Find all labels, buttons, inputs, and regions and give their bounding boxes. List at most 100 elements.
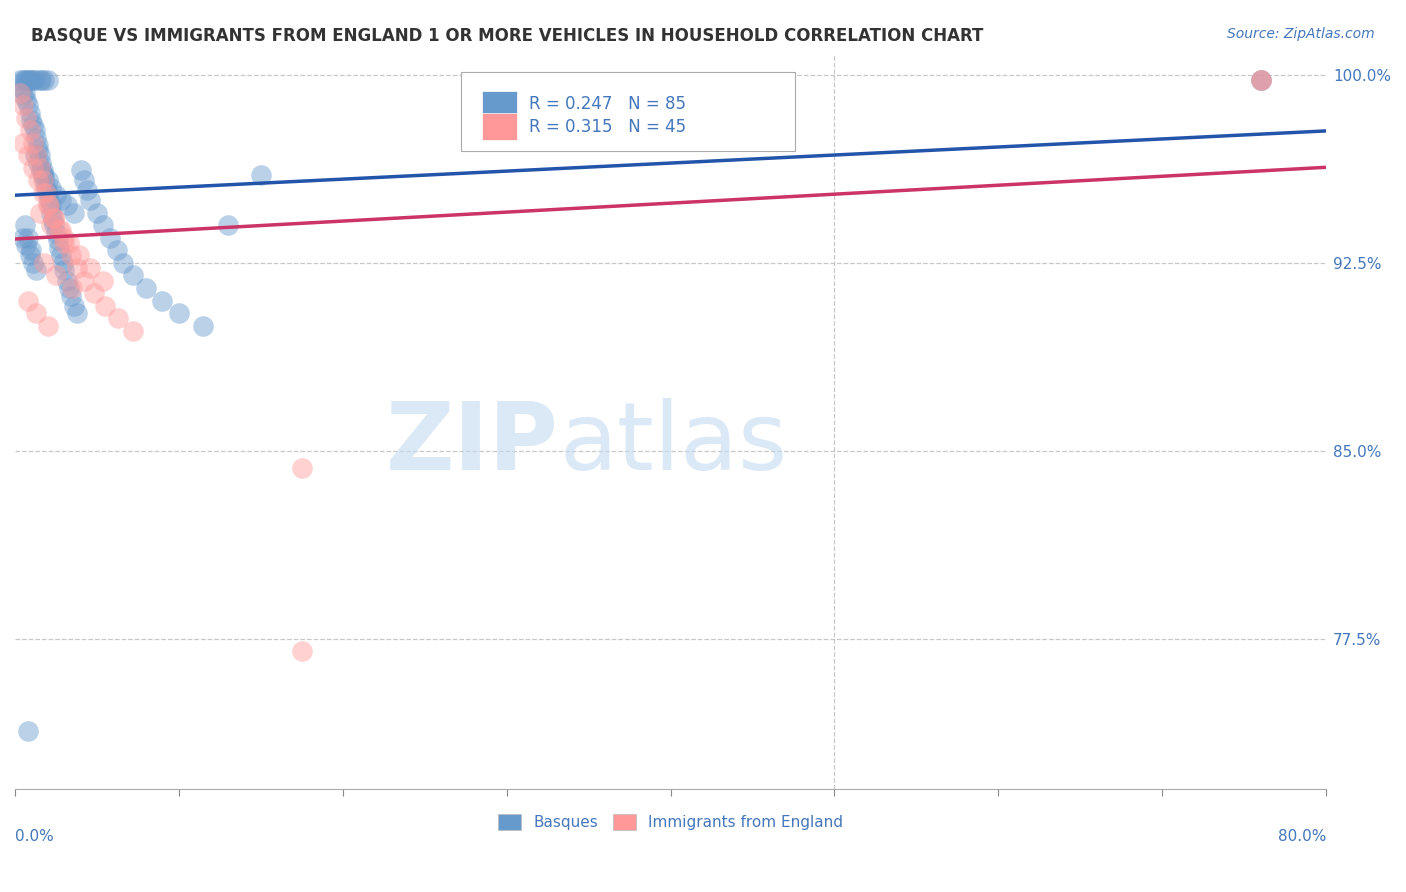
Point <box>56 273 79 287</box>
Point <box>37 173 59 187</box>
Point <box>24 73 46 87</box>
Point <box>1250 73 1272 87</box>
Point <box>37 198 59 212</box>
Point <box>49 223 72 237</box>
Point <box>94 299 117 313</box>
Point <box>44 219 66 233</box>
Text: R = 0.247   N = 85: R = 0.247 N = 85 <box>529 95 686 113</box>
Point <box>76 183 98 197</box>
Point <box>122 268 145 283</box>
Point <box>31 169 53 183</box>
Point <box>167 306 190 320</box>
Point <box>79 194 101 208</box>
Point <box>27 138 49 153</box>
Point <box>20 113 42 128</box>
Point <box>21 136 44 150</box>
Point <box>93 219 115 233</box>
Point <box>15 93 38 107</box>
Point <box>34 73 56 87</box>
Point <box>31 186 53 200</box>
Point <box>1250 73 1272 87</box>
Point <box>21 161 44 175</box>
Point <box>250 169 273 183</box>
Point <box>112 256 135 270</box>
Point <box>63 206 86 220</box>
Point <box>37 73 59 87</box>
Point <box>24 123 46 137</box>
Point <box>31 163 53 178</box>
Point <box>39 219 62 233</box>
Point <box>17 98 39 112</box>
Point <box>37 186 59 200</box>
Point <box>18 105 41 120</box>
Point <box>8 86 31 100</box>
Point <box>25 130 48 145</box>
Point <box>79 260 101 275</box>
Point <box>34 256 56 270</box>
FancyBboxPatch shape <box>482 113 517 141</box>
Legend: Basques, Immigrants from England: Basques, Immigrants from England <box>492 808 849 836</box>
FancyBboxPatch shape <box>461 72 794 151</box>
Point <box>63 299 86 313</box>
Point <box>58 281 80 295</box>
Point <box>34 169 56 183</box>
Point <box>27 156 49 170</box>
Point <box>18 73 41 87</box>
Point <box>34 173 56 187</box>
Point <box>83 285 105 300</box>
Text: ZIP: ZIP <box>387 398 560 490</box>
Text: Source: ZipAtlas.com: Source: ZipAtlas.com <box>1227 27 1375 41</box>
Point <box>17 73 39 87</box>
Point <box>291 644 314 658</box>
Point <box>59 288 82 302</box>
Point <box>21 256 44 270</box>
Point <box>122 324 145 338</box>
Point <box>28 161 51 175</box>
Point <box>291 461 314 475</box>
Point <box>24 148 46 162</box>
Text: atlas: atlas <box>560 398 787 490</box>
Point <box>69 163 91 178</box>
Point <box>44 211 66 225</box>
Point <box>25 306 48 320</box>
Point <box>25 148 48 162</box>
Point <box>93 273 115 287</box>
Point <box>38 198 60 212</box>
Point <box>217 219 239 233</box>
Point <box>28 73 51 87</box>
Point <box>11 231 34 245</box>
Point <box>45 268 67 283</box>
Point <box>73 173 96 187</box>
Point <box>46 234 69 248</box>
Point <box>135 281 157 295</box>
Point <box>15 73 38 87</box>
Point <box>30 73 52 87</box>
Point <box>21 73 44 87</box>
Point <box>152 293 174 308</box>
Point <box>53 231 76 245</box>
Point <box>11 98 34 112</box>
Point <box>44 211 66 225</box>
Point <box>27 143 49 157</box>
Point <box>66 260 89 275</box>
Point <box>18 248 41 262</box>
Point <box>105 244 128 258</box>
Point <box>11 136 34 150</box>
Text: BASQUE VS IMMIGRANTS FROM ENGLAND 1 OR MORE VEHICLES IN HOUSEHOLD CORRELATION CH: BASQUE VS IMMIGRANTS FROM ENGLAND 1 OR M… <box>31 27 983 45</box>
Text: 80.0%: 80.0% <box>1278 829 1326 844</box>
Point <box>56 198 79 212</box>
Point <box>1250 73 1272 87</box>
Point <box>53 263 76 277</box>
Point <box>49 194 72 208</box>
Point <box>49 248 72 262</box>
Point <box>39 198 62 212</box>
Point <box>60 281 83 295</box>
Point <box>14 73 37 87</box>
Point <box>17 293 39 308</box>
Point <box>45 226 67 240</box>
Point <box>20 73 42 87</box>
Point <box>193 318 215 333</box>
FancyBboxPatch shape <box>482 91 517 118</box>
Point <box>98 231 121 245</box>
Point <box>11 88 34 103</box>
